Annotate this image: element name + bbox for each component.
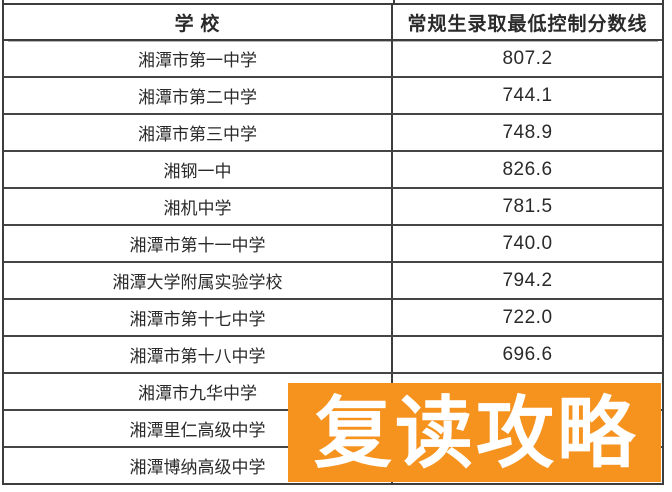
- school-name-cell: 湘钢一中: [4, 152, 393, 187]
- header-score-column: 常规生录取最低控制分数线: [407, 13, 648, 35]
- table-border-sliver: [2, 0, 4, 4]
- table-border-sliver: [662, 0, 664, 4]
- school-name-cell: 湘潭市第三中学: [4, 115, 393, 150]
- table-border-sliver: [393, 0, 395, 4]
- score-cell: 781.5: [502, 195, 553, 217]
- score-cell: 744.1: [502, 84, 553, 106]
- score-cell: 748.9: [502, 121, 553, 143]
- score-cell: 826.6: [502, 158, 553, 180]
- table-row: 湘潭市第十八中学 696.6: [4, 337, 662, 374]
- promo-banner-label: 复读攻略: [313, 388, 638, 477]
- table-row: 湘潭市第三中学 748.9: [4, 115, 662, 152]
- school-name-cell: 湘潭市第一中学: [4, 41, 393, 76]
- table-header-row: 学 校 常规生录取最低控制分数线: [4, 5, 662, 41]
- school-name-cell: 湘潭大学附属实验学校: [4, 263, 393, 298]
- table-row: 湘潭市第一中学 807.2: [4, 41, 662, 78]
- table-row: 湘潭市第二中学 744.1: [4, 78, 662, 115]
- score-cell: 794.2: [502, 269, 553, 291]
- school-name-cell: 湘潭市第十一中学: [4, 226, 393, 261]
- score-cell: 740.0: [502, 232, 553, 254]
- school-name-cell: 湘潭市第十八中学: [4, 337, 393, 372]
- school-name-cell: 湘潭市第十七中学: [4, 300, 393, 335]
- table-row: 湘潭市第十七中学 722.0: [4, 300, 662, 337]
- score-cell: 696.6: [502, 343, 553, 365]
- promo-banner: 复读攻略: [288, 383, 661, 482]
- table-body: 湘潭市第一中学 807.2 湘潭市第二中学 744.1 湘潭市第三中学 748.9 湘钢一中…: [4, 41, 662, 483]
- table-row: 湘潭大学附属实验学校 794.2: [4, 263, 662, 300]
- table-row: 湘机中学 781.5: [4, 189, 662, 226]
- header-school-column: 学 校: [4, 5, 393, 39]
- score-cell: 807.2: [502, 47, 553, 69]
- school-name-cell: 湘潭市第二中学: [4, 78, 393, 113]
- school-name-cell: 湘机中学: [4, 189, 393, 224]
- table-row: 湘潭市第十一中学 740.0: [4, 226, 662, 263]
- score-cell: 722.0: [502, 306, 553, 328]
- table-row: 湘钢一中 826.6: [4, 152, 662, 189]
